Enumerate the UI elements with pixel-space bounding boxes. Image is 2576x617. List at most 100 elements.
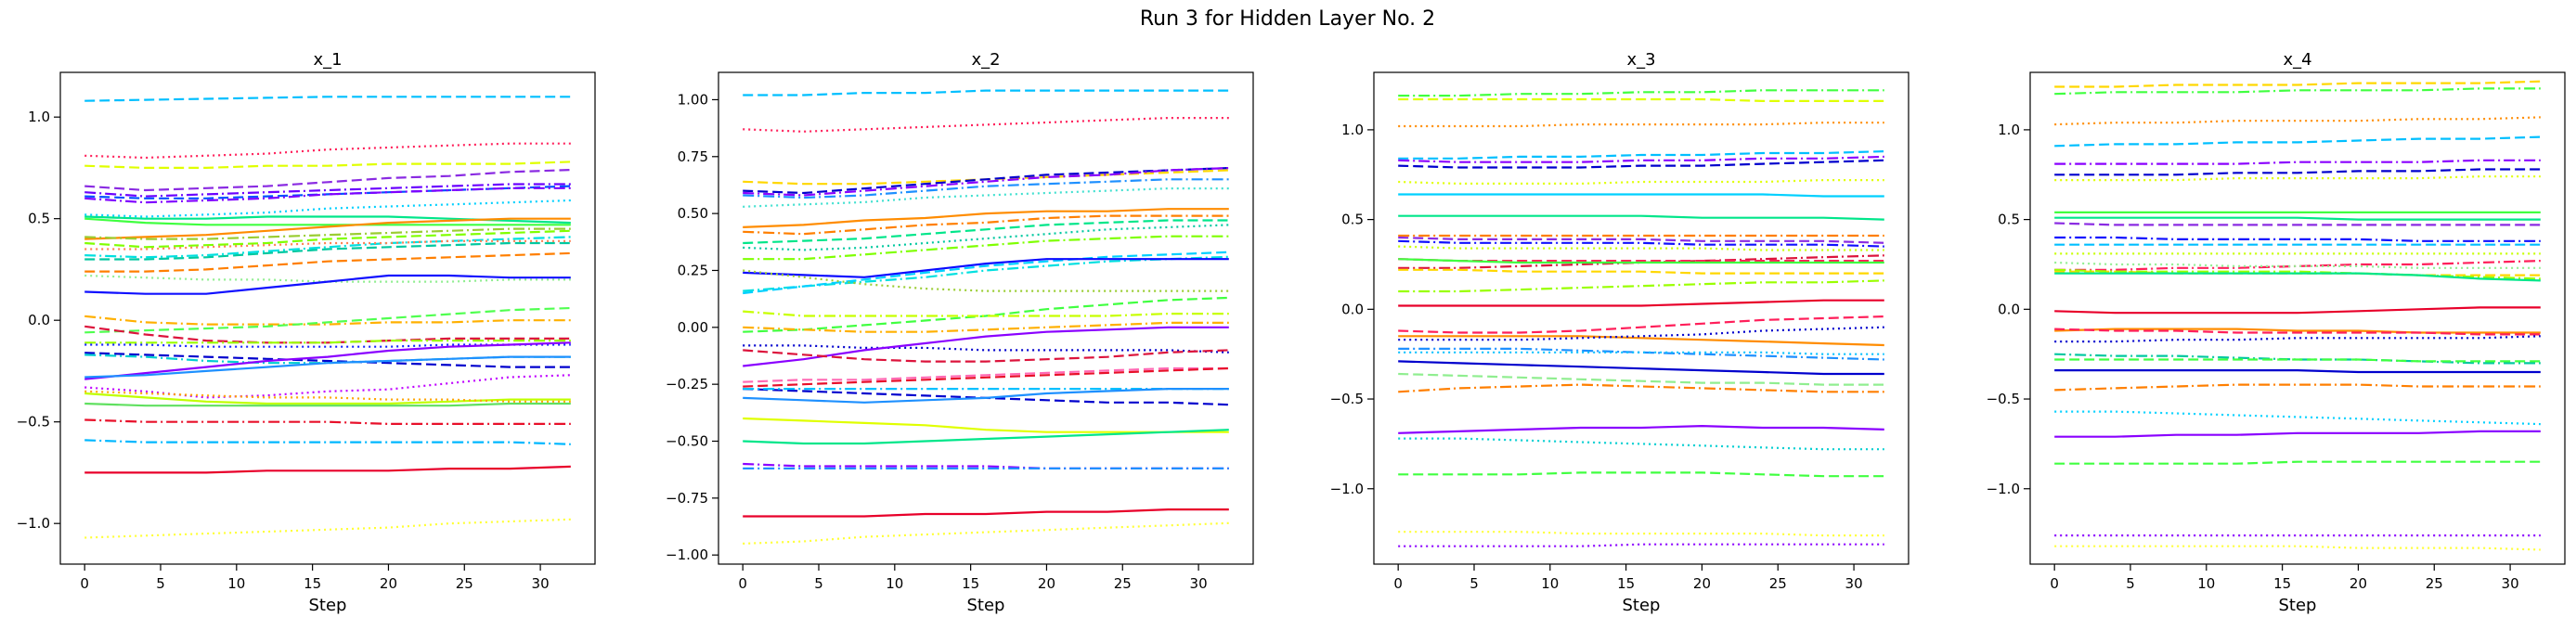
series-line-2 [2054, 87, 2541, 96]
series-line-5 [743, 167, 1229, 197]
series-line-30 [1398, 471, 1884, 478]
series-line-22 [743, 349, 1229, 363]
y-tick-label: 0.50 [678, 205, 708, 222]
series-line-26 [1398, 372, 1884, 386]
series-line-2 [84, 142, 571, 160]
plot-frame [2029, 71, 2566, 565]
series-line-29 [743, 429, 1229, 445]
subplot-2: 0 5 10 15 20 25 30 −1.00 −0.75 −0.50 −0.25 0.00 0.25… [666, 50, 1254, 615]
y-tick-label: 0.5 [28, 211, 50, 227]
series-line-8 [1398, 193, 1884, 198]
x-axis-label: Step [967, 596, 1005, 615]
x-tick-label: 25 [456, 575, 473, 592]
series-line-17 [1398, 268, 1884, 275]
y-tick-label: −0.5 [1330, 391, 1364, 407]
y-tick-label: 0.25 [678, 262, 708, 278]
x-tick-label: 20 [1693, 575, 1711, 592]
series-line-21 [1398, 335, 1884, 347]
series-line-9 [1398, 214, 1884, 221]
series-line-24 [1398, 351, 1884, 355]
series-group [1398, 89, 1884, 547]
subplot-3: 0 5 10 15 20 25 30 −1.0 −0.5 0.0 0.5 1.0 x_3 Step [1330, 50, 1909, 615]
x-tick-label: 5 [1469, 575, 1479, 592]
series-line-6 [2054, 168, 2541, 176]
series-line-10 [743, 219, 1229, 245]
series-line-33 [743, 521, 1229, 545]
series-line-35 [84, 465, 571, 474]
series-line-29 [1398, 437, 1884, 451]
x-tick-label: 15 [962, 575, 979, 592]
y-tick-label: 0.0 [1341, 301, 1364, 317]
plot-frame [718, 71, 1254, 565]
series-line-8 [743, 208, 1229, 228]
series-line-16 [84, 251, 571, 273]
series-group [2054, 80, 2541, 551]
series-line-13 [1398, 245, 1884, 251]
x-tick-label: 10 [2197, 575, 2215, 592]
series-line-22 [2054, 335, 2541, 343]
series-line-19 [2054, 306, 2541, 315]
series-line-19 [84, 274, 571, 295]
y-tick-label: 0.00 [678, 319, 708, 336]
x-tick-label: 30 [2502, 575, 2519, 592]
series-line-13 [743, 255, 1229, 292]
series-line-25 [84, 352, 571, 368]
series-line-24 [743, 366, 1229, 388]
series-line-6 [84, 185, 571, 199]
series-line-25 [1398, 360, 1884, 376]
series-line-34 [84, 439, 571, 445]
series-line-7 [2054, 175, 2541, 182]
series-line-13 [84, 229, 571, 249]
series-line-7 [743, 187, 1229, 208]
series-line-10 [2054, 222, 2541, 226]
series-line-27 [2054, 410, 2541, 426]
series-line-11 [2054, 236, 2541, 242]
x-tick-label: 20 [380, 575, 397, 592]
series-line-17 [743, 296, 1229, 333]
y-tick-label: −0.5 [17, 414, 50, 431]
subplot-title: x_2 [971, 50, 1000, 70]
series-line-19 [1398, 299, 1884, 307]
series-line-28 [2054, 430, 2541, 438]
series-line-4 [2054, 135, 2541, 148]
series-line-18 [1398, 279, 1884, 293]
y-tick-label: −1.0 [1987, 481, 2020, 497]
subplot-title: x_4 [2283, 50, 2311, 70]
series-line-3 [1398, 122, 1884, 128]
x-tick-label: 5 [156, 575, 165, 592]
series-line-27 [743, 388, 1229, 404]
series-line-1 [743, 89, 1229, 96]
series-line-29 [2054, 460, 2541, 465]
x-tick-label: 10 [1541, 575, 1559, 592]
series-line-20 [743, 344, 1229, 353]
subplot-1: 0 5 10 15 20 25 30 −1.0 −0.5 0.0 0.5 1.0 x_1 Step [17, 50, 596, 615]
series-line-2 [1398, 97, 1884, 103]
y-tick-label: 1.00 [678, 91, 708, 108]
series-line-10 [84, 217, 571, 226]
series-line-30 [84, 392, 571, 405]
series-line-9 [2054, 216, 2541, 221]
x-axis-label: Step [2279, 596, 2317, 615]
series-line-36 [84, 518, 571, 539]
series-line-33 [84, 418, 571, 425]
x-tick-label: 0 [738, 575, 747, 592]
x-tick-label: 5 [2126, 575, 2135, 592]
y-tick-label: 0.0 [28, 312, 50, 328]
series-line-3 [84, 161, 571, 169]
y-tick-label: −0.25 [666, 376, 708, 392]
x-tick-label: 25 [1114, 575, 1132, 592]
series-line-16 [1398, 258, 1884, 264]
series-line-18 [2054, 272, 2541, 282]
series-line-27 [84, 341, 571, 380]
series-line-25 [2054, 369, 2541, 374]
y-tick-label: 1.0 [1341, 122, 1364, 138]
x-tick-label: 30 [1190, 575, 1208, 592]
series-line-24 [2054, 358, 2541, 363]
series-line-12 [743, 235, 1229, 261]
y-tick-label: −1.0 [17, 515, 50, 532]
plot-frame [1373, 71, 1909, 565]
series-line-3 [743, 169, 1229, 186]
y-tick-label: 0.75 [678, 148, 708, 165]
subplot-title: x_3 [1626, 50, 1655, 70]
series-line-5 [2054, 159, 2541, 165]
